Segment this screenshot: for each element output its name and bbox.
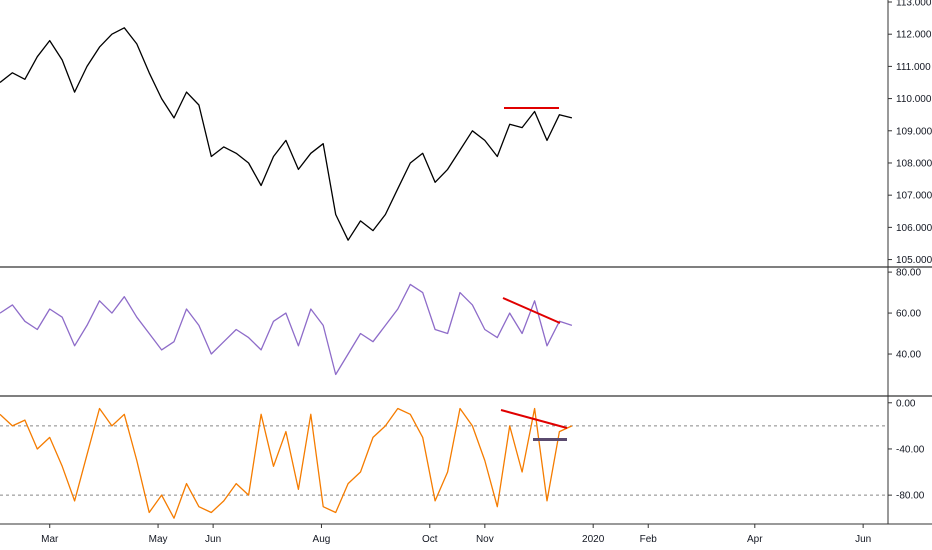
x-tick-label: Apr — [747, 534, 763, 545]
rsi-series-line — [0, 283, 573, 376]
price-y-tick-label: 105.000 — [896, 255, 932, 266]
x-tick-label: Jun — [855, 534, 871, 545]
x-tick-label: May — [149, 534, 168, 545]
williams-divergence-line — [500, 409, 568, 429]
williams-y-tick-label: -40.00 — [896, 444, 925, 455]
price-y-tick-label: 108.000 — [896, 158, 932, 169]
price-y-tick-label: 107.000 — [896, 191, 932, 202]
x-tick-label: Mar — [41, 534, 59, 545]
price-y-tick-label: 113.000 — [896, 0, 932, 9]
x-tick-label: Oct — [422, 534, 438, 545]
price-y-tick-label: 109.000 — [896, 126, 932, 137]
level-lines — [0, 425, 888, 496]
rsi-y-tick-label: 40.00 — [896, 350, 921, 361]
x-tick-label: Nov — [476, 534, 494, 545]
price-series-line — [0, 27, 573, 241]
x-tick-label: Feb — [640, 534, 658, 545]
williams-y-tick-label: 0.00 — [896, 398, 916, 409]
rsi-divergence-line — [502, 297, 561, 324]
rsi-y-tick-label: 80.00 — [896, 268, 921, 279]
williams-marker — [533, 438, 567, 441]
williams-y-tick-label: -80.00 — [896, 491, 925, 502]
price-y-tick-label: 112.000 — [896, 30, 932, 41]
x-tick-label: 2020 — [582, 534, 605, 545]
series-layer — [0, 27, 573, 519]
price-y-tick-label: 106.000 — [896, 223, 932, 234]
price-y-tick-label: 111.000 — [896, 62, 931, 73]
x-tick-label: Jun — [205, 534, 221, 545]
williams-series-line — [0, 407, 573, 519]
x-tick-label: Aug — [313, 534, 331, 545]
annotation-layer — [500, 107, 568, 441]
rsi-y-tick-label: 60.00 — [896, 309, 921, 320]
price-y-tick-label: 110.000 — [896, 94, 932, 105]
